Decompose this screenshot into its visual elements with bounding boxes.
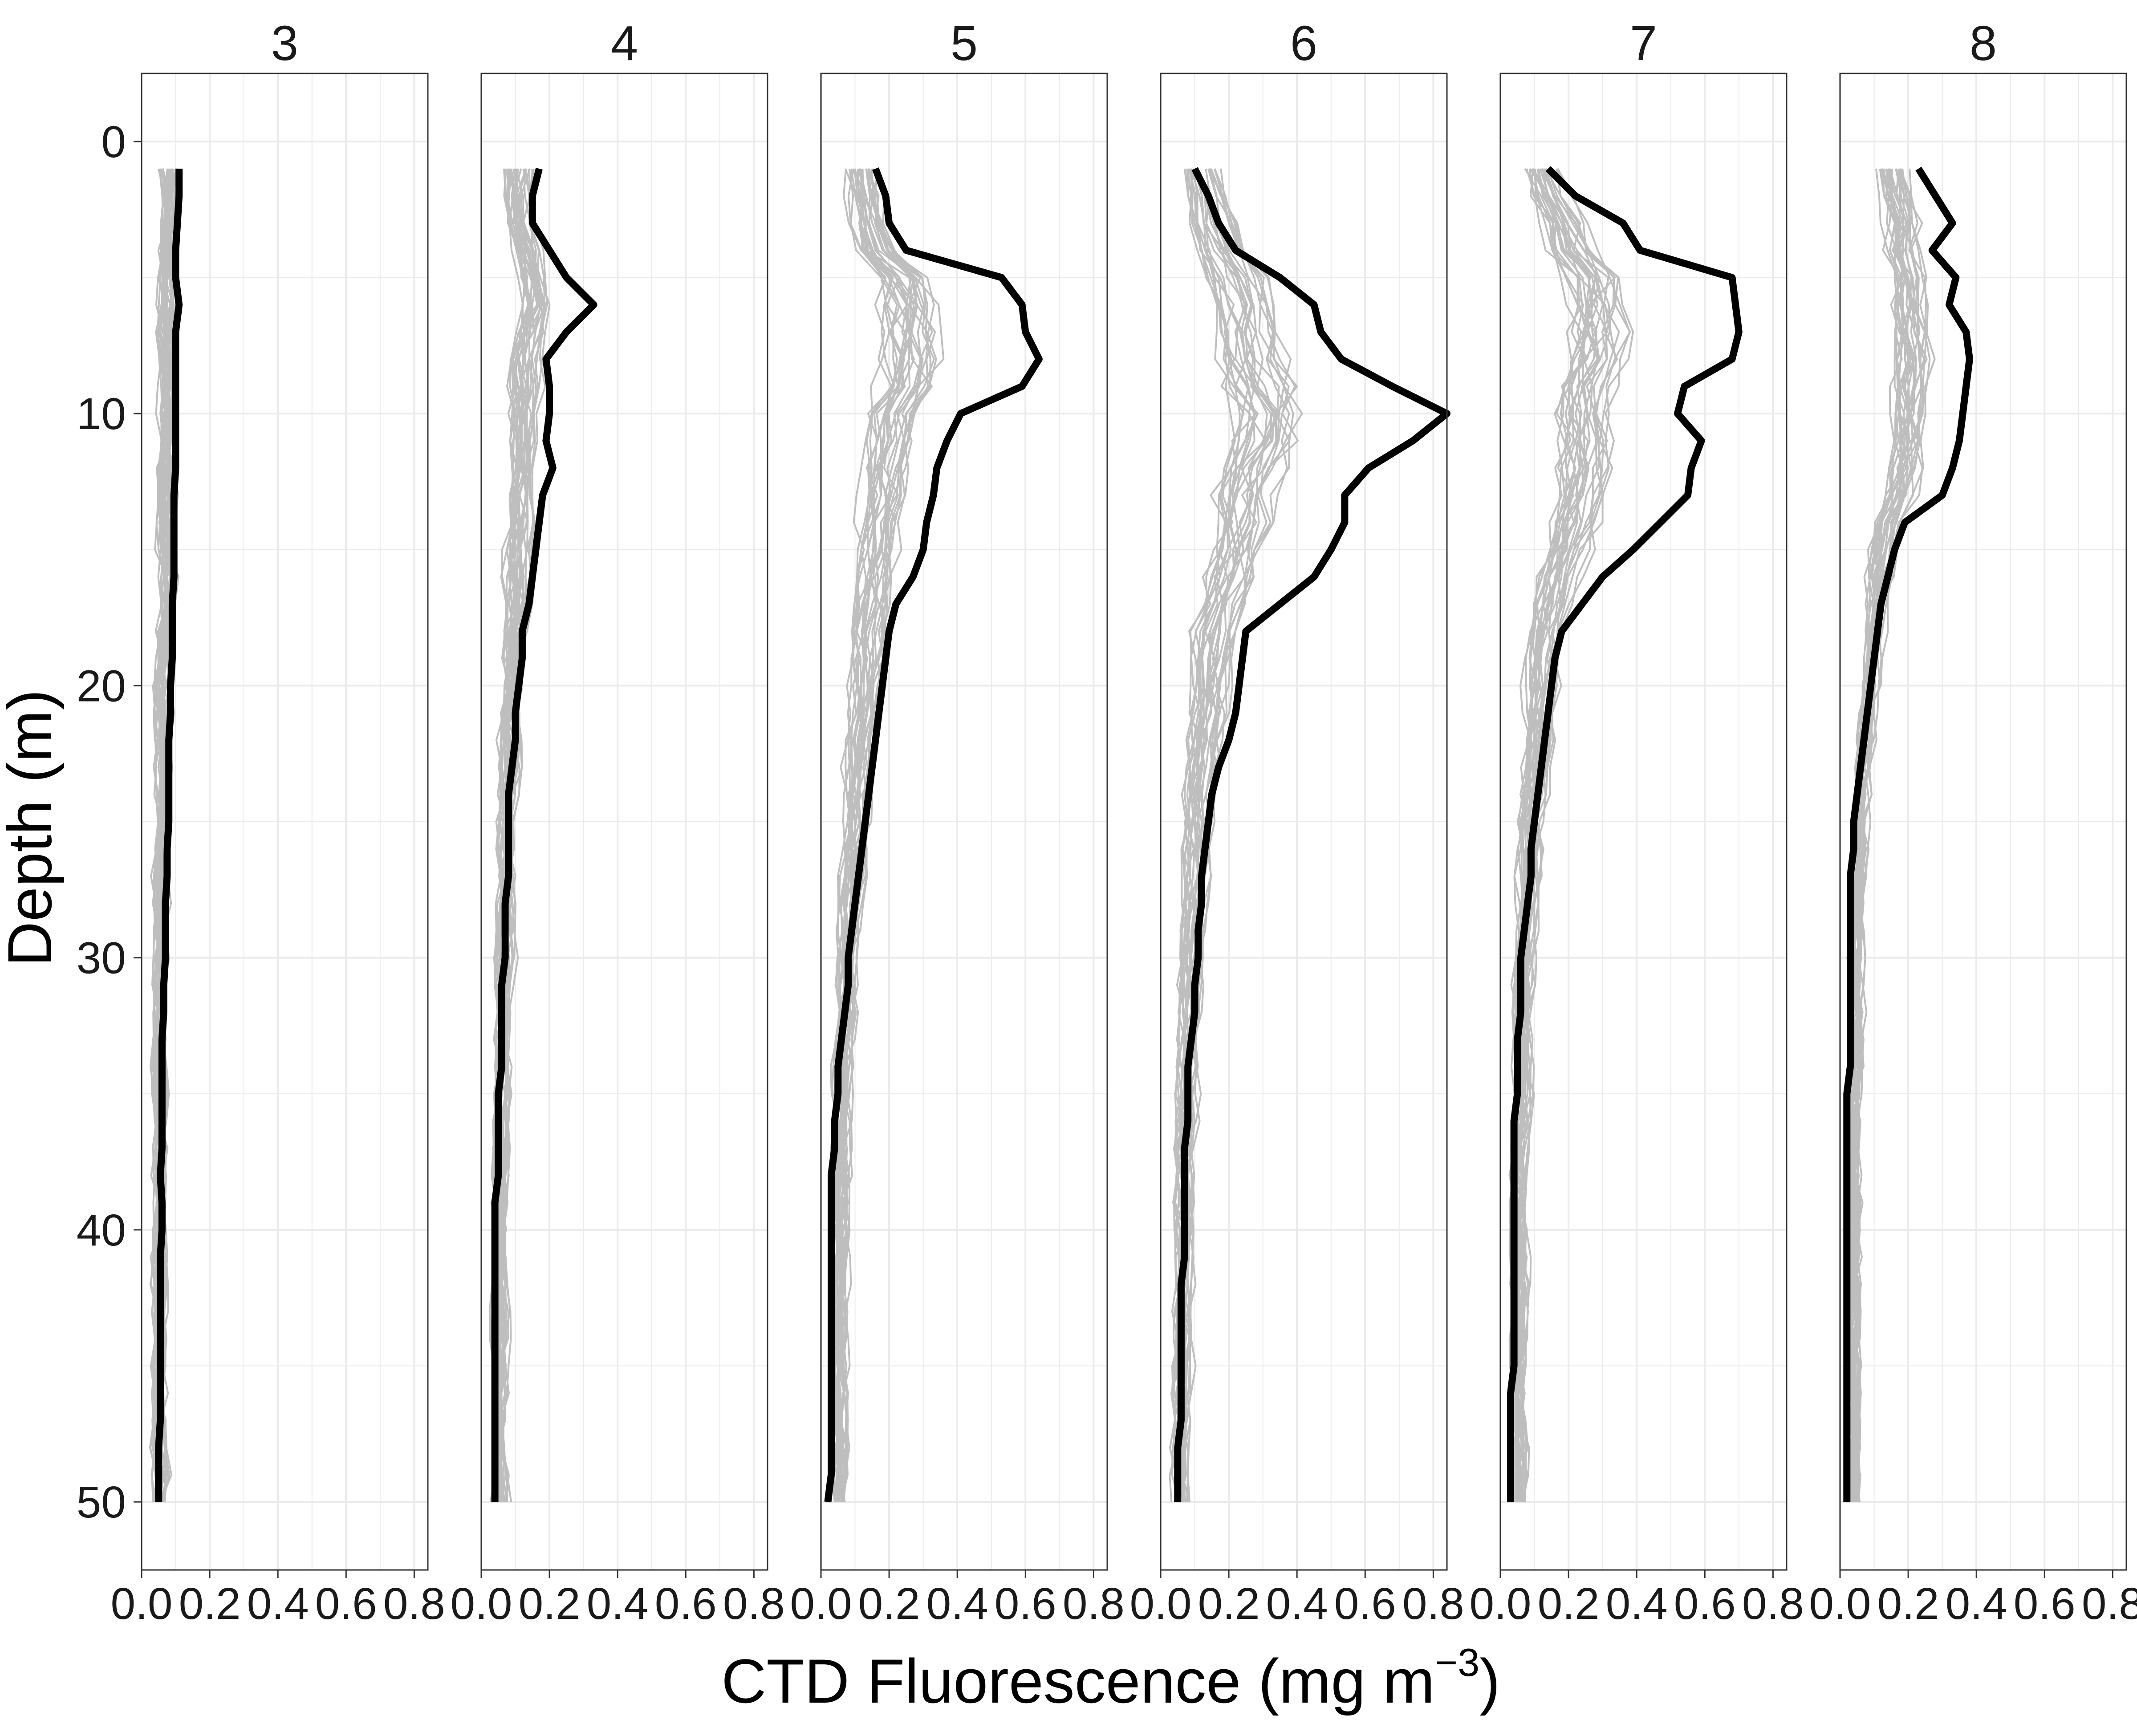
panel-3: 3 0.0 0.2 0.4 0.6 0.8 [110, 16, 445, 1629]
x-axis-title-main: CTD Fluorescence (mg m [721, 1646, 1435, 1716]
x-tick-label: 0.0 [1809, 1579, 1871, 1629]
y-tick-label: 0 [101, 117, 126, 167]
individual-profiles [1844, 168, 1936, 1502]
panel-border [480, 73, 768, 1571]
y-tick-label: 40 [77, 1205, 126, 1255]
panel-title: 3 [271, 16, 298, 71]
x-tick-label: 0.4 [1606, 1579, 1668, 1629]
y-axis: 0 10 20 30 40 50 [77, 117, 142, 1527]
profile-line [495, 168, 543, 1502]
x-tick-label: 0.6 [315, 1579, 377, 1629]
panels: 30.0 0.2 0.4 0.6 0.840.0 0.2 0.4 0.6 0.850.0 0.2 0… [110, 16, 2137, 1629]
panel-5: 5 0.0 0.2 0.4 0.6 0.8 [790, 16, 1124, 1629]
panel-title: 7 [1630, 16, 1657, 71]
profile-line [156, 168, 179, 1502]
mean-profile-line [491, 167, 597, 1502]
profile-line [836, 168, 937, 1502]
grid [141, 73, 428, 1570]
x-tick-label: 0.8 [1402, 1579, 1464, 1629]
x-tick-label: 0.6 [1674, 1579, 1736, 1629]
y-axis-title: Depth (m) [0, 690, 65, 966]
x-tick-label: 0.8 [1063, 1579, 1125, 1629]
y-tick-label: 20 [77, 661, 126, 711]
panel-title: 4 [611, 16, 638, 71]
x-tick-label: 0.2 [1877, 1579, 1939, 1629]
x-tick-label: 0.8 [723, 1579, 785, 1629]
profile-line [490, 168, 533, 1502]
x-axis-title: CTD Fluorescence (mg m−3) [721, 1640, 1500, 1716]
panel-title: 6 [1290, 16, 1317, 71]
y-tick-label: 30 [77, 933, 126, 983]
x-tick-label: 0.2 [858, 1579, 920, 1629]
x-tick-label: 0.0 [450, 1579, 512, 1629]
x-axis-title-superscript: −3 [1435, 1640, 1479, 1684]
x-tick-label: 0.2 [179, 1579, 241, 1629]
x-tick-label: 0.8 [383, 1579, 445, 1629]
profile-line [1849, 168, 1931, 1502]
individual-profiles [828, 168, 945, 1502]
x-tick-label: 0.0 [790, 1579, 852, 1629]
profile-line [829, 168, 898, 1502]
panel-border [1160, 73, 1448, 1571]
x-tick-label: 0.8 [2082, 1579, 2137, 1629]
mean-profile-line [155, 168, 183, 1502]
x-tick-label: 0.0 [1129, 1579, 1191, 1629]
panel-border [1839, 73, 2127, 1571]
profile-line [1178, 168, 1281, 1502]
mean-profile-line [1507, 166, 1743, 1502]
x-tick-label: 0.6 [1334, 1579, 1396, 1629]
x-tick-label: 0.0 [110, 1579, 172, 1629]
panel-border [1499, 73, 1788, 1571]
y-tick-label: 50 [77, 1477, 126, 1527]
y-tick-label: 10 [77, 389, 126, 439]
panel-border [141, 73, 429, 1571]
x-tick-label: 0.4 [1266, 1579, 1328, 1629]
panel-border [820, 73, 1108, 1571]
profile-line [498, 168, 548, 1502]
panel-4: 4 0.0 0.2 0.4 0.6 0.8 [450, 16, 784, 1629]
x-tick-label: 0.6 [655, 1579, 717, 1629]
x-tick-label: 0.2 [519, 1579, 581, 1629]
profile-line [1171, 168, 1256, 1502]
profile-line [835, 168, 923, 1502]
x-tick-label: 0.4 [587, 1579, 649, 1629]
panel-8: 8 0.0 0.2 0.4 0.6 0.8 [1809, 16, 2137, 1629]
mean-profile-line [1174, 167, 1450, 1502]
x-axis-title-suffix: ) [1479, 1646, 1500, 1716]
profile-line [1848, 168, 1919, 1502]
x-tick-label: 0.8 [1742, 1579, 1804, 1629]
profile-line [1514, 168, 1618, 1502]
x-tick-label: 0.2 [1198, 1579, 1260, 1629]
mean-profile-line [1843, 166, 1973, 1502]
x-tick-label: 0.6 [2014, 1579, 2076, 1629]
panel-title: 8 [1970, 16, 1997, 71]
mean-profile-line [824, 167, 1043, 1503]
x-tick-label: 0.6 [995, 1579, 1056, 1629]
panel-title: 5 [951, 16, 978, 71]
x-tick-label: 0.4 [1946, 1579, 2007, 1629]
x-tick-label: 0.4 [926, 1579, 988, 1629]
x-tick-label: 0.4 [247, 1579, 309, 1629]
x-tick-label: 0.2 [1538, 1579, 1600, 1629]
panel-7: 7 0.0 0.2 0.4 0.6 0.8 [1469, 16, 1804, 1629]
panel-6: 6 0.0 0.2 0.4 0.6 0.8 [1129, 16, 1464, 1629]
x-tick-label: 0.0 [1469, 1579, 1531, 1629]
